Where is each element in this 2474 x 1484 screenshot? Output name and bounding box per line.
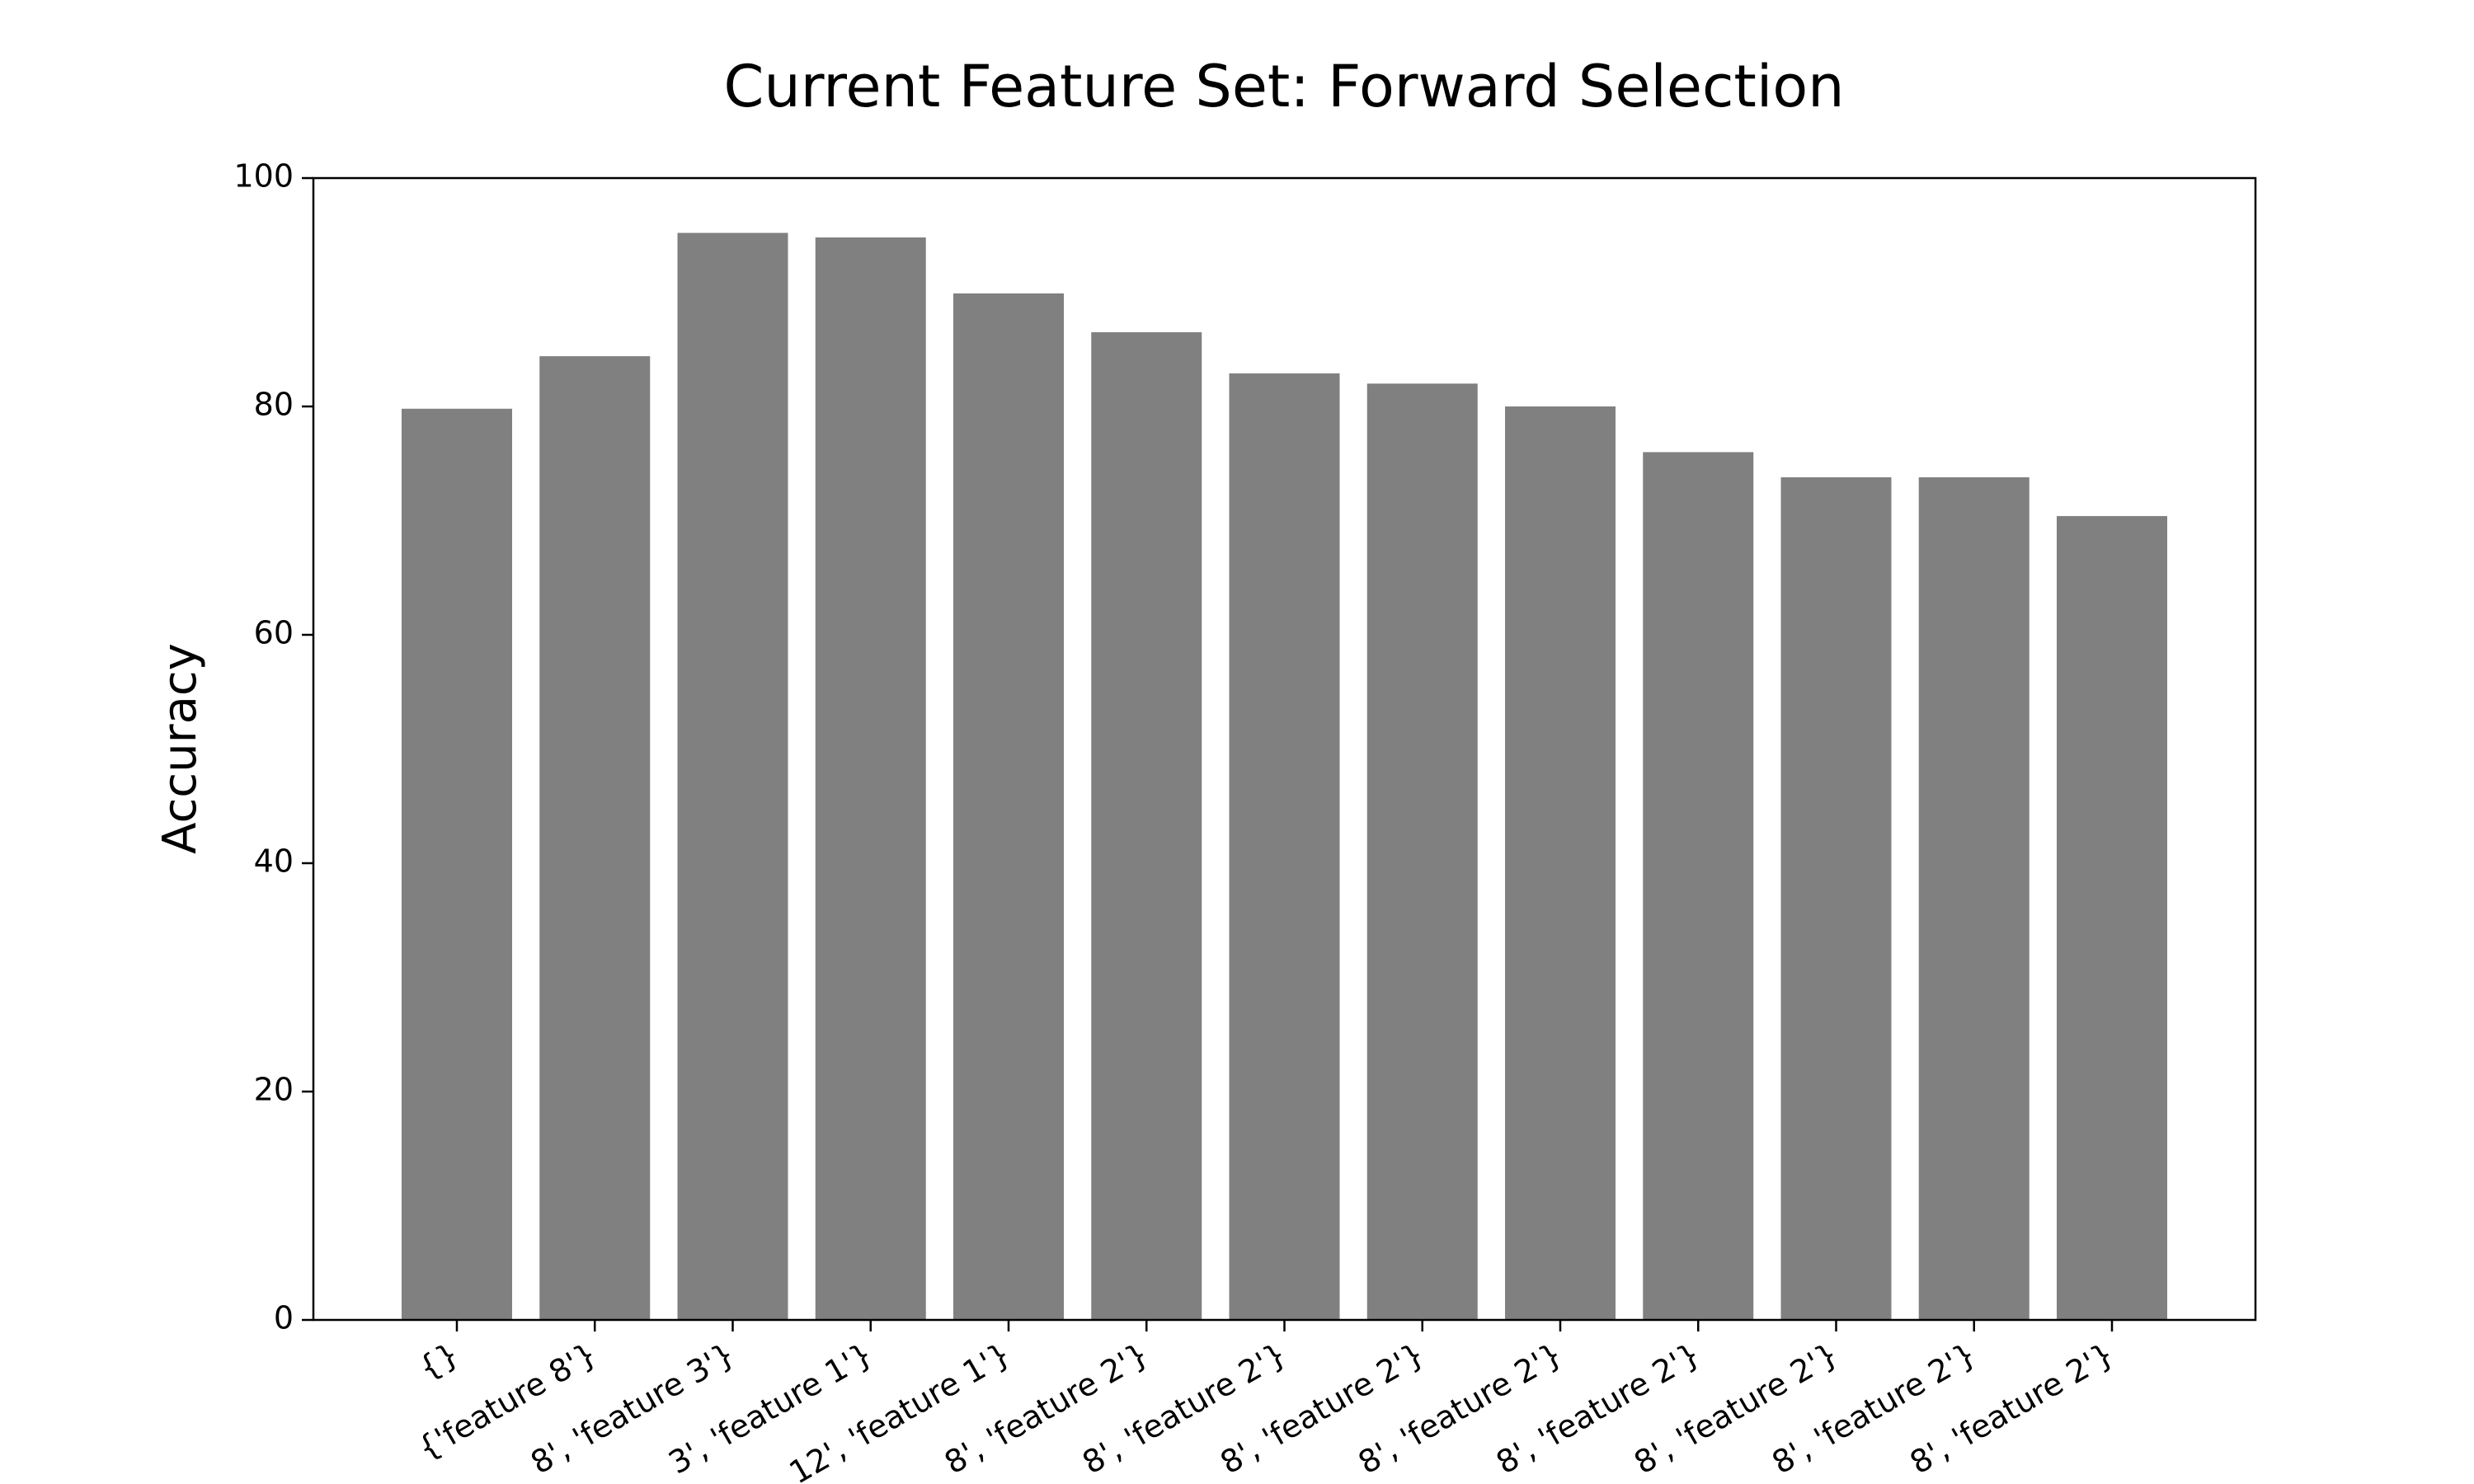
bar bbox=[1918, 477, 2030, 1320]
y-tick-label: 0 bbox=[274, 1300, 294, 1336]
plot-frame bbox=[312, 176, 2257, 1322]
bar bbox=[1229, 373, 1340, 1321]
bar bbox=[1643, 452, 1754, 1320]
chart-title: Current Feature Set: Forward Selection bbox=[723, 53, 1844, 120]
bar bbox=[953, 293, 1064, 1320]
bar bbox=[1505, 406, 1616, 1320]
bar bbox=[1780, 477, 1892, 1320]
bar bbox=[677, 232, 788, 1321]
y-tick-label: 20 bbox=[254, 1072, 294, 1108]
bar bbox=[1091, 331, 1202, 1321]
y-axis-label: Accuracy bbox=[153, 643, 207, 854]
bar bbox=[815, 237, 926, 1320]
y-tick-label: 40 bbox=[254, 843, 294, 880]
y-tick-label: 80 bbox=[254, 387, 294, 423]
bar bbox=[1366, 383, 1478, 1320]
bar bbox=[539, 356, 651, 1320]
bar bbox=[2057, 515, 2167, 1320]
y-tick-label: 100 bbox=[233, 158, 294, 195]
y-tick-label: 60 bbox=[254, 615, 294, 651]
bar bbox=[402, 408, 512, 1320]
